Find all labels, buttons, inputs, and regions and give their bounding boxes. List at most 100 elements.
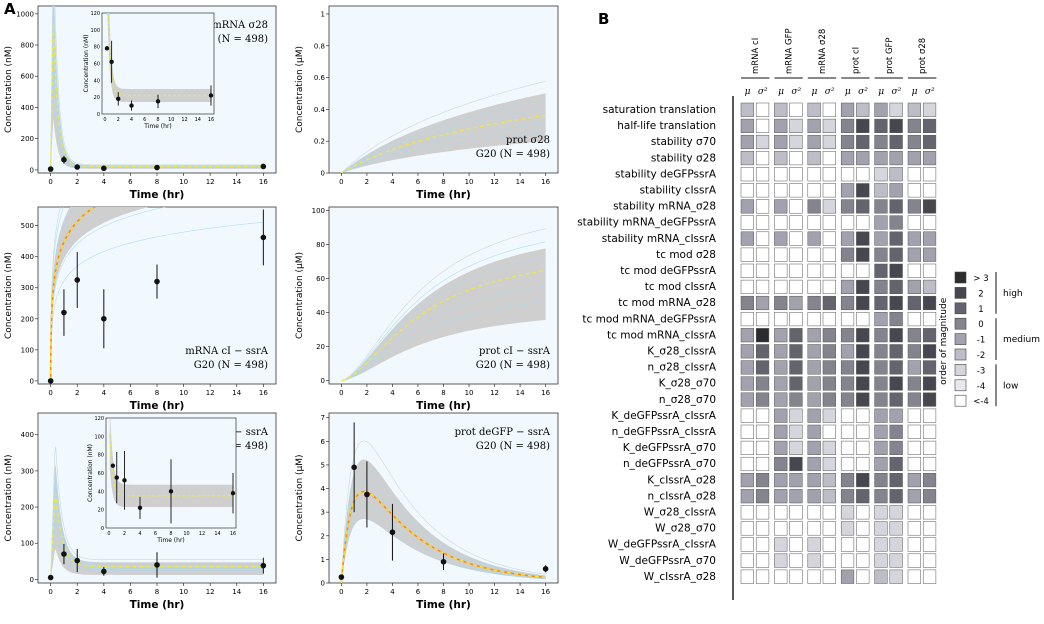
heatmap-cell [807, 473, 821, 488]
heatmap-cell [907, 376, 921, 391]
outlier-trajectory [341, 228, 546, 381]
inset-mean-line [108, 13, 211, 97]
heatmap-cell [922, 279, 937, 294]
heatmap-cell [755, 553, 770, 568]
y-tick-label: 0 [321, 170, 325, 178]
x-tick-label: 10 [179, 389, 188, 397]
row-label: K_σ28_σ70 [659, 378, 716, 390]
plot-content [338, 422, 549, 583]
heatmap-cell [740, 167, 754, 182]
heatmap-cell [856, 344, 870, 359]
x-tick-label: 12 [206, 178, 215, 186]
x-axis-label: Time (hr) [416, 400, 471, 412]
heatmap-cell [774, 102, 788, 117]
heatmap-cell [856, 440, 870, 455]
inset-y-label: Concentration (nM) [87, 444, 94, 502]
heatmap-cell [789, 360, 803, 375]
heatmap-cell [874, 118, 888, 133]
heatmap-cell [907, 521, 921, 536]
heatmap-cell [874, 328, 888, 343]
trajectory-line [341, 100, 546, 173]
x-tick-label: 16 [541, 178, 550, 186]
column-group-label: prot σ28 [918, 38, 928, 74]
heatmap-cell [822, 118, 836, 133]
heatmap-cell [740, 247, 754, 262]
outlier-trajectory [50, 446, 264, 580]
outlier-trajectory [50, 6, 264, 170]
heatmap-cell [789, 199, 803, 214]
heatmap-cell [755, 473, 770, 488]
heatmap-cell [740, 231, 754, 246]
row-label: n_deGFPssrA_cIssrA [612, 426, 717, 438]
heatmap-cell [874, 360, 888, 375]
x-tick-label: 8 [155, 389, 159, 397]
heatmap-cell [755, 328, 770, 343]
heatmap-cell [840, 215, 855, 230]
heatmap-cell [789, 215, 803, 230]
heatmap-cell [922, 231, 937, 246]
x-tick-label: 4 [102, 389, 107, 397]
row-label: n_cIssrA_σ28 [648, 490, 716, 502]
heatmap-cell [740, 440, 754, 455]
heatmap-cell [774, 199, 788, 214]
heatmap-cell [874, 505, 888, 520]
heatmap-cell [874, 456, 888, 472]
heatmap-cell [874, 569, 888, 584]
inset-data-point [116, 96, 121, 102]
heatmap-cell [874, 134, 888, 150]
x-axis-label: Time (hr) [130, 400, 185, 412]
column-group-label: mRNA GFP [785, 28, 795, 74]
x-tick-label: 16 [541, 588, 550, 596]
heatmap-cell [755, 521, 770, 536]
data-point [74, 277, 81, 283]
heatmap-cell [856, 295, 870, 311]
heatmap-cell [789, 328, 803, 343]
heatmap-cell [840, 231, 855, 246]
heatmap-cell [807, 134, 821, 150]
heatmap-cell [874, 537, 888, 552]
heatmap-cell [789, 247, 803, 262]
heatmap-cell [840, 247, 855, 262]
heatmap-cell [874, 167, 888, 182]
heatmap-cell [874, 263, 888, 278]
heatmap-cell [774, 440, 788, 455]
x-tick-label: 2 [75, 389, 79, 397]
heatmap-cell [755, 102, 770, 117]
inset-band [109, 418, 233, 508]
legend-group-label: high [1003, 289, 1023, 299]
row-label: W_σ28_cIssrA [644, 507, 717, 519]
data-point [389, 529, 396, 536]
data-point [154, 278, 160, 285]
x-tick-label: 0 [48, 178, 52, 186]
heatmap-cell [774, 183, 788, 198]
x-tick-label: 0 [339, 178, 343, 186]
legend-swatch [954, 333, 967, 345]
heatmap-cell [889, 456, 903, 472]
heatmap-cell [755, 295, 770, 311]
heatmap-cell [856, 537, 870, 552]
heatmap-cell [807, 360, 821, 375]
heatmap-cell [856, 263, 870, 278]
heatmap-cell [874, 424, 888, 439]
y-tick-label: 1000 [16, 10, 34, 18]
heatmap-cell [840, 279, 855, 294]
heatmap-cell [822, 569, 836, 584]
inset-x-label: Time (hr) [156, 537, 185, 544]
heatmap-cell [907, 473, 921, 488]
heatmap-cell [907, 134, 921, 150]
heatmap-cell [774, 473, 788, 488]
heatmap-cell [822, 199, 836, 214]
heatmap-cell [822, 424, 836, 439]
heatmap-cell [807, 247, 821, 262]
heatmap-cell [807, 537, 821, 552]
inset-data-point [168, 489, 174, 494]
heatmap-cell [874, 295, 888, 311]
inset-y-tick-label: 20 [94, 95, 100, 101]
heatmap-cell [774, 360, 788, 375]
heatmap-cell [774, 279, 788, 294]
y-tick-label: 0.4 [314, 106, 326, 114]
column-stat-label: μ [811, 87, 817, 97]
heatmap-cell [789, 376, 803, 391]
data-point [101, 568, 107, 575]
